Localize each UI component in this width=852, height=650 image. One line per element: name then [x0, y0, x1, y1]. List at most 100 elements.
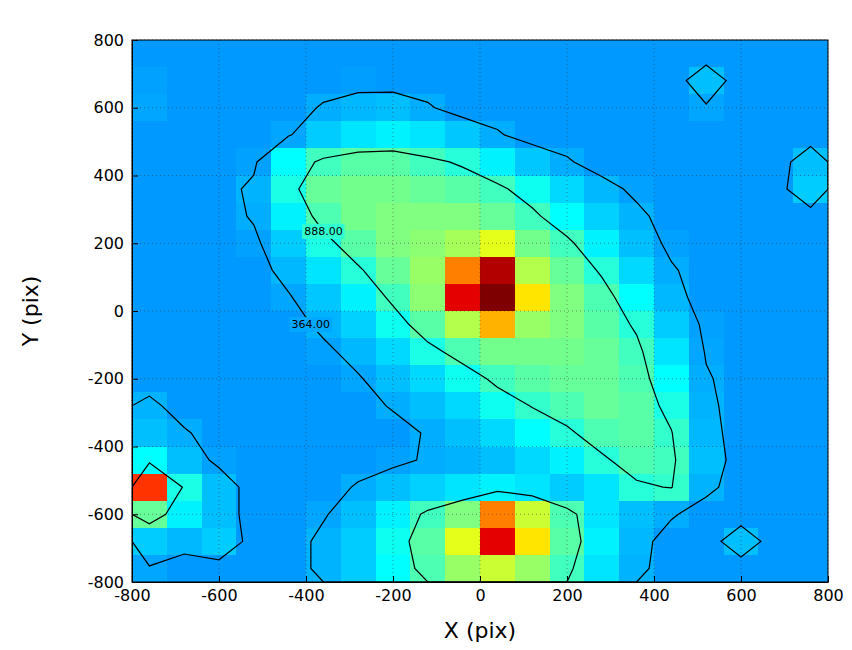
image-cell: [167, 338, 202, 366]
image-cell: [584, 94, 619, 122]
image-cell: [724, 419, 759, 447]
image-cell: [167, 311, 202, 339]
image-cell: [758, 203, 793, 231]
image-cell: [132, 40, 167, 68]
image-cell: [236, 257, 271, 285]
image-cell: [689, 203, 724, 231]
y-tick-label: -800: [88, 573, 124, 592]
x-tick-label: -400: [288, 586, 324, 605]
x-tick: 0: [475, 576, 485, 605]
image-cell: [758, 284, 793, 312]
y-axis-title: Y (pix): [18, 276, 43, 348]
image-cell: [584, 555, 619, 582]
x-tick: -200: [375, 576, 411, 605]
image-cell: [271, 338, 306, 366]
image-cell: [341, 419, 376, 447]
image-cell: [132, 474, 167, 502]
image-cell: [584, 419, 619, 447]
image-cell: [793, 338, 828, 366]
image-cell: [793, 94, 828, 122]
x-tick-label: -600: [201, 586, 237, 605]
image-cell: [410, 67, 445, 95]
x-tick-label: 200: [552, 586, 583, 605]
image-cell: [480, 67, 515, 95]
y-tick: -600: [88, 505, 138, 524]
image-cell: [724, 338, 759, 366]
image-cell: [445, 203, 480, 231]
image-cell: [167, 555, 202, 582]
image-cell: [167, 203, 202, 231]
image-cell: [306, 257, 341, 285]
image-cell: [758, 148, 793, 176]
image-cell: [480, 311, 515, 339]
image-cell: [480, 365, 515, 393]
image-cell: [341, 94, 376, 122]
image-cell: [445, 176, 480, 204]
image-cell: [132, 67, 167, 95]
image-cell: [132, 311, 167, 339]
image-cell: [167, 121, 202, 149]
image-cell: [758, 528, 793, 556]
image-cell: [376, 474, 411, 502]
x-tick: -400: [288, 576, 324, 605]
image-cell: [445, 67, 480, 95]
image-cell: [480, 555, 515, 582]
grid-line-x: [654, 40, 655, 582]
image-cell: [202, 419, 237, 447]
image-cell: [758, 392, 793, 420]
image-cell: [654, 40, 689, 68]
image-cell: [445, 230, 480, 258]
y-tick-mark: [132, 582, 138, 583]
image-cell: [793, 501, 828, 529]
image-cell: [341, 40, 376, 68]
y-tick-label: 0: [114, 302, 124, 321]
y-tick-mark: [132, 447, 138, 448]
image-cell: [619, 447, 654, 475]
x-tick: -600: [201, 576, 237, 605]
y-tick: 0: [114, 302, 138, 321]
image-cell: [689, 284, 724, 312]
image-cell: [758, 40, 793, 68]
image-cell: [515, 447, 550, 475]
image-cell: [515, 257, 550, 285]
grid: [132, 40, 828, 582]
image-cell: [271, 284, 306, 312]
image-cell: [132, 94, 167, 122]
y-tick-label: -400: [88, 437, 124, 456]
y-tick-label: 800: [93, 31, 124, 50]
image-cell: [584, 392, 619, 420]
image-cell: [445, 257, 480, 285]
image-cell: [550, 230, 585, 258]
image-cell: [236, 67, 271, 95]
image-cell: [584, 203, 619, 231]
image-cell: [167, 148, 202, 176]
image-cell: [132, 203, 167, 231]
image-cell: [132, 365, 167, 393]
image-cell: [550, 474, 585, 502]
image-cell: [132, 419, 167, 447]
y-tick-label: 200: [93, 234, 124, 253]
contour-label: 364.00: [292, 318, 331, 331]
image-cell: [271, 40, 306, 68]
grid-line-x: [567, 40, 568, 582]
image-cell: [167, 40, 202, 68]
image-cell: [793, 40, 828, 68]
y-tick: 800: [93, 31, 138, 50]
image-cell: [480, 40, 515, 68]
image-cell: [654, 447, 689, 475]
grid-line-y: [132, 378, 828, 379]
image-cell: [689, 419, 724, 447]
image-cell: [515, 528, 550, 556]
image-cell: [480, 203, 515, 231]
image-cell: [271, 528, 306, 556]
image-cell: [271, 121, 306, 149]
image-cell: [410, 528, 445, 556]
image-cell: [341, 311, 376, 339]
image-cell: [445, 40, 480, 68]
x-axis: -800-600-400-2000200400600800: [114, 576, 843, 605]
image-cell: [167, 419, 202, 447]
grid-line-x: [219, 40, 220, 582]
grid-line-y: [132, 311, 828, 312]
image-cell: [515, 148, 550, 176]
image-cell: [584, 365, 619, 393]
